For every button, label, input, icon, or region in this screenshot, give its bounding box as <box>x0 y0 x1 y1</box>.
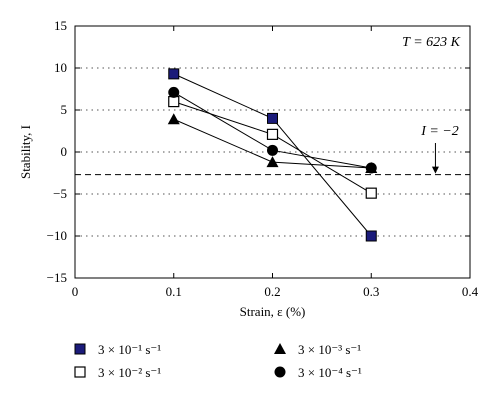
legend-label: 3 × 10⁻³ s⁻¹ <box>298 342 361 357</box>
data-point <box>365 230 377 242</box>
data-point <box>267 112 278 124</box>
y-tick-label: 0 <box>61 144 68 159</box>
y-tick-label: 15 <box>54 18 67 33</box>
x-tick-label: 0.2 <box>264 284 280 299</box>
data-point <box>168 68 180 80</box>
data-point <box>365 162 377 174</box>
reference-label: I = −2 <box>420 124 459 139</box>
y-tick-label: −15 <box>47 270 67 285</box>
data-point <box>267 144 278 156</box>
x-tick-label: 0.3 <box>363 284 379 299</box>
y-axis-label: Stability, I <box>18 125 33 179</box>
temperature-label: T = 623 K <box>402 35 460 50</box>
legend-marker <box>74 366 86 378</box>
y-tick-label: 5 <box>61 102 68 117</box>
legend-label: 3 × 10⁻⁴ s⁻¹ <box>298 365 362 380</box>
x-tick-label: 0.4 <box>462 284 479 299</box>
reference-arrowhead <box>431 166 439 174</box>
axis-ticks: 15 10 5 0 −5 −10 −15 0 0.1 0.2 0.3 0.4 <box>47 18 479 299</box>
y-tick-label: −10 <box>47 228 67 243</box>
data-point <box>167 113 180 125</box>
legend-marker <box>74 343 86 355</box>
data-markers <box>167 68 378 242</box>
x-tick-label: 0.1 <box>166 284 182 299</box>
x-axis-label: Strain, ε (%) <box>240 304 306 319</box>
legend-label: 3 × 10⁻¹ s⁻¹ <box>98 342 161 357</box>
legend-marker <box>274 366 286 378</box>
legend: 3 × 10⁻¹ s⁻¹ 3 × 10⁻² s⁻¹ 3 × 10⁻³ s⁻¹ 3 × … <box>74 342 362 380</box>
data-point <box>266 156 279 168</box>
legend-marker <box>274 343 286 354</box>
y-tick-label: 10 <box>54 60 67 75</box>
y-tick-label: −5 <box>53 186 67 201</box>
data-point <box>266 128 279 140</box>
data-point <box>168 86 180 98</box>
x-tick-label: 0 <box>72 284 79 299</box>
data-point <box>168 95 180 108</box>
legend-label: 3 × 10⁻² s⁻¹ <box>98 365 161 380</box>
data-point <box>365 187 377 199</box>
